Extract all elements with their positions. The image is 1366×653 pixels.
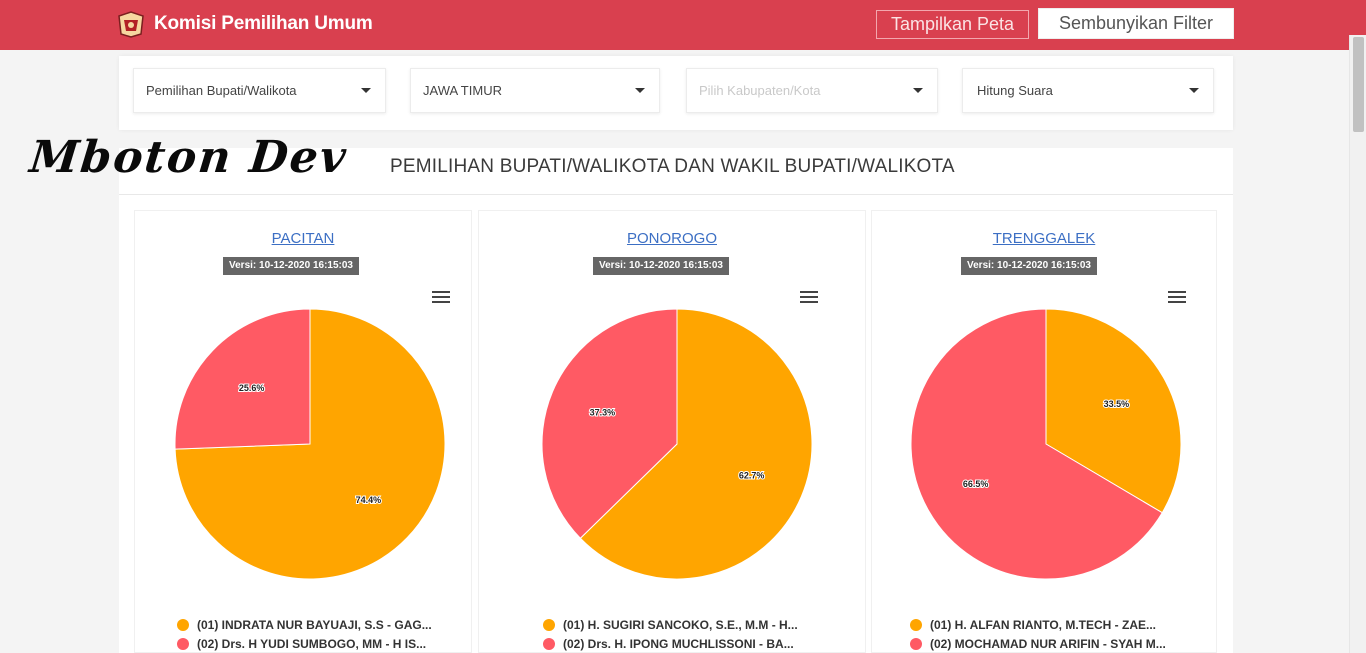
scrollbar-thumb[interactable]	[1353, 37, 1364, 132]
caret-down-icon	[635, 88, 645, 93]
caret-down-icon	[361, 88, 371, 93]
divider	[119, 194, 1233, 195]
hamburger-menu-icon[interactable]	[800, 291, 818, 305]
province-value: JAWA TIMUR	[423, 83, 502, 98]
legend-item[interactable]: (02) MOCHAMAD NUR ARIFIN - SYAH M...	[910, 637, 1166, 651]
pie-slice-1[interactable]	[579, 308, 813, 580]
legend-dot-icon	[177, 638, 189, 650]
section-title: PEMILIHAN BUPATI/WALIKOTA DAN WAKIL BUPA…	[390, 156, 955, 177]
legend-item[interactable]: (01) INDRATA NUR BAYUAJI, S.S - GAG...	[177, 618, 432, 632]
legend-dot-icon	[543, 638, 555, 650]
pie-chart[interactable]: 74.4% 25.6%	[173, 307, 447, 581]
pie-data-label: 25.6%	[239, 383, 265, 393]
regency-select[interactable]: Pilih Kabupaten/Kota	[686, 68, 938, 113]
pie-chart[interactable]: 62.7% 37.3%	[540, 307, 814, 581]
legend-dot-icon	[543, 619, 555, 631]
filter-panel: Pemilihan Bupati/Walikota JAWA TIMUR Pil…	[119, 56, 1233, 130]
version-badge: Versi: 10-12-2020 16:15:03	[223, 257, 359, 275]
version-badge: Versi: 10-12-2020 16:15:03	[961, 257, 1097, 275]
election-type-value: Pemilihan Bupati/Walikota	[146, 83, 297, 98]
hamburger-menu-icon[interactable]	[432, 291, 450, 305]
count-mode-value: Hitung Suara	[977, 83, 1053, 98]
brand-name: Komisi Pemilihan Umum	[154, 13, 373, 34]
watermark-text: Mboton Dev	[27, 132, 351, 183]
count-mode-select[interactable]: Hitung Suara	[962, 68, 1214, 113]
region-title-link[interactable]: PONOROGO	[626, 230, 717, 247]
page-scrollbar[interactable]	[1349, 35, 1366, 653]
version-badge: Versi: 10-12-2020 16:15:03	[593, 257, 729, 275]
legend-label: (01) H. SUGIRI SANCOKO, S.E., M.M - H...	[563, 618, 798, 632]
caret-down-icon	[1189, 88, 1199, 93]
caret-down-icon	[913, 88, 923, 93]
top-navbar: Komisi Pemilihan Umum Tampilkan Peta Sem…	[0, 0, 1366, 50]
region-card: TRENGGALEK Versi: 10-12-2020 16:15:03 33.5…	[871, 210, 1217, 653]
legend-item[interactable]: (02) Drs. H. IPONG MUCHLISSONI - BA...	[543, 637, 794, 651]
pie-slice-2[interactable]	[174, 308, 311, 450]
pie-slice-2[interactable]	[541, 308, 678, 539]
regency-placeholder: Pilih Kabupaten/Kota	[699, 83, 821, 98]
pie-data-label: 62.7%	[739, 470, 765, 480]
legend-item[interactable]: (01) H. ALFAN RIANTO, M.TECH - ZAE...	[910, 618, 1156, 632]
pie-slice-1[interactable]	[1045, 308, 1182, 514]
legend-label: (02) MOCHAMAD NUR ARIFIN - SYAH M...	[930, 637, 1166, 651]
legend-item[interactable]: (02) Drs. H YUDI SUMBOGO, MM - H IS...	[177, 637, 426, 651]
pie-data-label: 74.4%	[356, 495, 382, 505]
hide-filter-button[interactable]: Sembunyikan Filter	[1038, 8, 1234, 39]
pie-data-label: 66.5%	[963, 479, 989, 489]
region-title-link[interactable]: PACITAN	[271, 230, 335, 247]
pie-data-label: 33.5%	[1104, 399, 1130, 409]
pie-slice-2[interactable]	[910, 308, 1163, 580]
region-card: PONOROGO Versi: 10-12-2020 16:15:03 62.7% 3…	[478, 210, 866, 653]
legend-label: (02) Drs. H. IPONG MUCHLISSONI - BA...	[563, 637, 794, 651]
province-select[interactable]: JAWA TIMUR	[410, 68, 660, 113]
legend-dot-icon	[910, 638, 922, 650]
kpu-logo-icon	[118, 11, 144, 38]
legend-dot-icon	[910, 619, 922, 631]
legend-dot-icon	[177, 619, 189, 631]
pie-data-label: 37.3%	[590, 408, 616, 418]
region-card: PACITAN Versi: 10-12-2020 16:15:03 74.4% 25…	[134, 210, 472, 653]
legend-label: (01) H. ALFAN RIANTO, M.TECH - ZAE...	[930, 618, 1157, 632]
legend-item[interactable]: (01) H. SUGIRI SANCOKO, S.E., M.M - H...	[543, 618, 798, 632]
hamburger-menu-icon[interactable]	[1168, 291, 1186, 305]
brand[interactable]: Komisi Pemilihan Umum	[116, 10, 373, 38]
election-type-select[interactable]: Pemilihan Bupati/Walikota	[133, 68, 386, 113]
pie-chart[interactable]: 33.5% 66.5%	[909, 307, 1183, 581]
legend-label: (01) INDRATA NUR BAYUAJI, S.S - GAG...	[197, 618, 432, 632]
legend-label: (02) Drs. H YUDI SUMBOGO, MM - H IS...	[197, 637, 427, 651]
region-title-link[interactable]: TRENGGALEK	[992, 230, 1096, 247]
show-map-button[interactable]: Tampilkan Peta	[876, 10, 1029, 39]
